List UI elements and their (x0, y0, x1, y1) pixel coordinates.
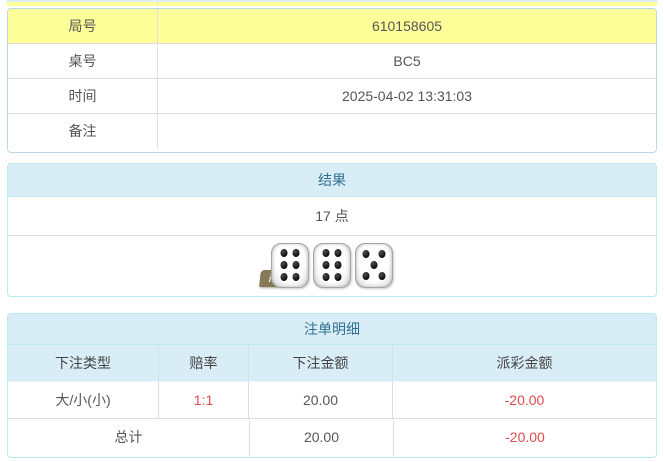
row-label: 时间 (8, 79, 158, 113)
die-pip (378, 250, 386, 259)
die-pip (362, 271, 370, 280)
table-row-time: 时间 2025-04-02 13:31:03 (8, 79, 656, 114)
dice-group: i (259, 242, 393, 288)
die-pip (334, 249, 342, 258)
bet-amount-cell: 20.00 (249, 382, 393, 418)
cutoff-row-divider (157, 2, 158, 6)
die-pip (378, 271, 386, 280)
die-pip (292, 272, 300, 281)
table-row-remark: 备注 (8, 114, 656, 149)
total-label: 总计 (8, 419, 250, 456)
time-value: 2025-04-02 13:31:03 (342, 88, 472, 104)
total-amount: 20.00 (250, 419, 394, 456)
result-points: 17 点 (8, 197, 656, 236)
col-header-bet-type: 下注类型 (8, 345, 159, 381)
table-row-table-number: 桌号 BC5 (8, 44, 656, 79)
die-pip (280, 261, 288, 269)
remark-value (158, 114, 656, 149)
die-pip (362, 250, 370, 259)
die-pip (370, 261, 378, 269)
row-label: 备注 (8, 114, 158, 149)
die-pip (292, 249, 300, 258)
bet-type-cell: 大/小(小) (8, 382, 159, 418)
row-label: 桌号 (8, 44, 158, 78)
payout-cell: -20.00 (504, 392, 545, 408)
die (313, 242, 351, 288)
row-label: 局号 (8, 9, 158, 43)
die-pip (322, 249, 330, 258)
bets-header: 注单明细 (8, 314, 656, 345)
bets-panel: 注单明细 下注类型 赔率 下注金额 派彩金额 大/小(小) 1:1 20.00 … (7, 313, 657, 458)
die-pip (292, 261, 300, 269)
total-row: 总计 20.00 -20.00 (8, 419, 656, 456)
die (355, 242, 393, 288)
die-pip (322, 272, 330, 281)
col-header-payout: 派彩金额 (496, 355, 553, 371)
game-number-value: 610158605 (371, 18, 443, 34)
bets-column-headers: 下注类型 赔率 下注金额 派彩金额 (8, 345, 656, 382)
table-row-game-number: 局号 610158605 (8, 9, 656, 44)
die-pip (334, 261, 342, 269)
die-pip (322, 261, 330, 269)
col-header-odds: 赔率 (159, 345, 249, 381)
total-payout: -20.00 (505, 429, 545, 445)
table-number-value: BC5 (393, 53, 421, 69)
cutoff-row-sliver (7, 0, 657, 6)
die-pip (280, 272, 288, 281)
table-row-bet: 大/小(小) 1:1 20.00 -20.00 (8, 382, 656, 419)
die-pip (280, 249, 288, 258)
die-pip (334, 272, 342, 281)
result-header: 结果 (8, 164, 656, 197)
die (271, 242, 309, 288)
col-header-bet-amount: 下注金额 (249, 345, 393, 381)
dice-row: i (8, 236, 656, 294)
result-panel: 结果 17 点 i (7, 163, 657, 297)
game-info-table: 局号 610158605 桌号 BC5 时间 2025-04-02 13:31:… (7, 8, 657, 153)
odds-cell: 1:1 (159, 382, 249, 418)
